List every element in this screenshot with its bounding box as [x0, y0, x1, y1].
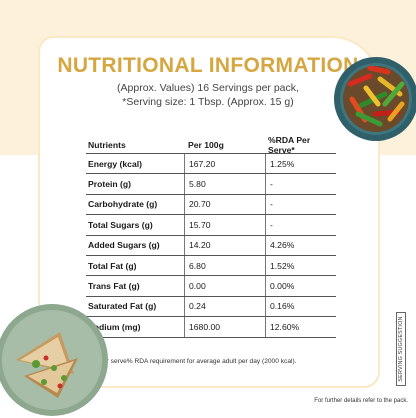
per-100g-value: 15.70 [184, 215, 265, 235]
table-row: Carbohydrate (g) 20.70 - [86, 194, 336, 216]
column-header-rda: %RDA Per Serve* [268, 134, 311, 155]
nutrition-table: Nutrients Per 100g %RDA Per Serve* Energ… [86, 134, 336, 338]
per-100g-value: 14.20 [184, 235, 265, 255]
table-row: Protein (g) 5.80 - [86, 174, 336, 195]
page-title: NUTRITIONAL INFORMATION [57, 54, 359, 77]
nutrient-name: Total Sugars (g) [88, 219, 153, 230]
per-100g-value: 167.20 [184, 154, 265, 174]
per-100g-value: 0.00 [184, 276, 265, 296]
pack-reference-note: For further details refer to the pack. [314, 398, 408, 404]
column-header-nutrients: Nutrients [88, 139, 126, 150]
rda-value: - [265, 215, 336, 235]
table-row: Trans Fat (g) 0.00 0.00% [86, 276, 336, 297]
table-row: Saturated Fat (g) 0.24 0.16% [86, 296, 336, 318]
per-100g-value: 0.24 [184, 296, 265, 317]
servings-subtitle: (Approx. Values) 16 Servings per pack, [117, 82, 299, 94]
table-row: Total Fat (g) 6.80 1.52% [86, 255, 336, 277]
per-100g-value: 20.70 [184, 194, 265, 215]
serving-suggestion-text: SERVING SUGGESTION [398, 316, 404, 382]
column-header-per-100g: Per 100g [188, 139, 224, 150]
table-row: Added Sugars (g) 14.20 4.26% [86, 235, 336, 256]
rda-footnote: *Per serve% RDA requirement for average … [96, 358, 297, 365]
table-header-row: Nutrients Per 100g %RDA Per Serve* [86, 134, 336, 155]
table-row: Energy (kcal) 167.20 1.25% [86, 154, 336, 175]
nutrient-name: Energy (kcal) [88, 158, 142, 169]
rda-value: 1.25% [265, 154, 336, 174]
per-100g-value: 5.80 [184, 174, 265, 194]
rda-value: 12.60% [265, 317, 336, 337]
rda-value: 0.00% [265, 276, 336, 296]
nutrient-name: Carbohydrate (g) [88, 199, 158, 210]
sandwich-plate-image [0, 304, 108, 416]
per-100g-value: 6.80 [184, 255, 265, 276]
serving-suggestion-label: SERVING SUGGESTION [396, 312, 406, 386]
nutrient-name: Trans Fat (g) [88, 281, 140, 292]
rda-value: 4.26% [265, 235, 336, 255]
rda-value: 1.52% [265, 255, 336, 276]
table-row: Sodium (mg) 1680.00 12.60% [86, 317, 336, 338]
nutrient-name: Sodium (mg) [88, 321, 141, 332]
per-100g-value: 1680.00 [184, 317, 265, 337]
nutrient-name: Saturated Fat (g) [88, 301, 157, 312]
table-row: Total Sugars (g) 15.70 - [86, 215, 336, 236]
rda-value: - [265, 194, 336, 215]
nutrient-name: Protein (g) [88, 179, 131, 190]
nutrient-name: Total Fat (g) [88, 260, 137, 271]
rda-value: - [265, 174, 336, 194]
stir-fry-bowl-image [334, 57, 416, 141]
serving-size-subtitle: *Serving size: 1 Tbsp. (Approx. 15 g) [122, 96, 294, 108]
rda-value: 0.16% [265, 296, 336, 317]
nutrient-name: Added Sugars (g) [88, 240, 160, 251]
